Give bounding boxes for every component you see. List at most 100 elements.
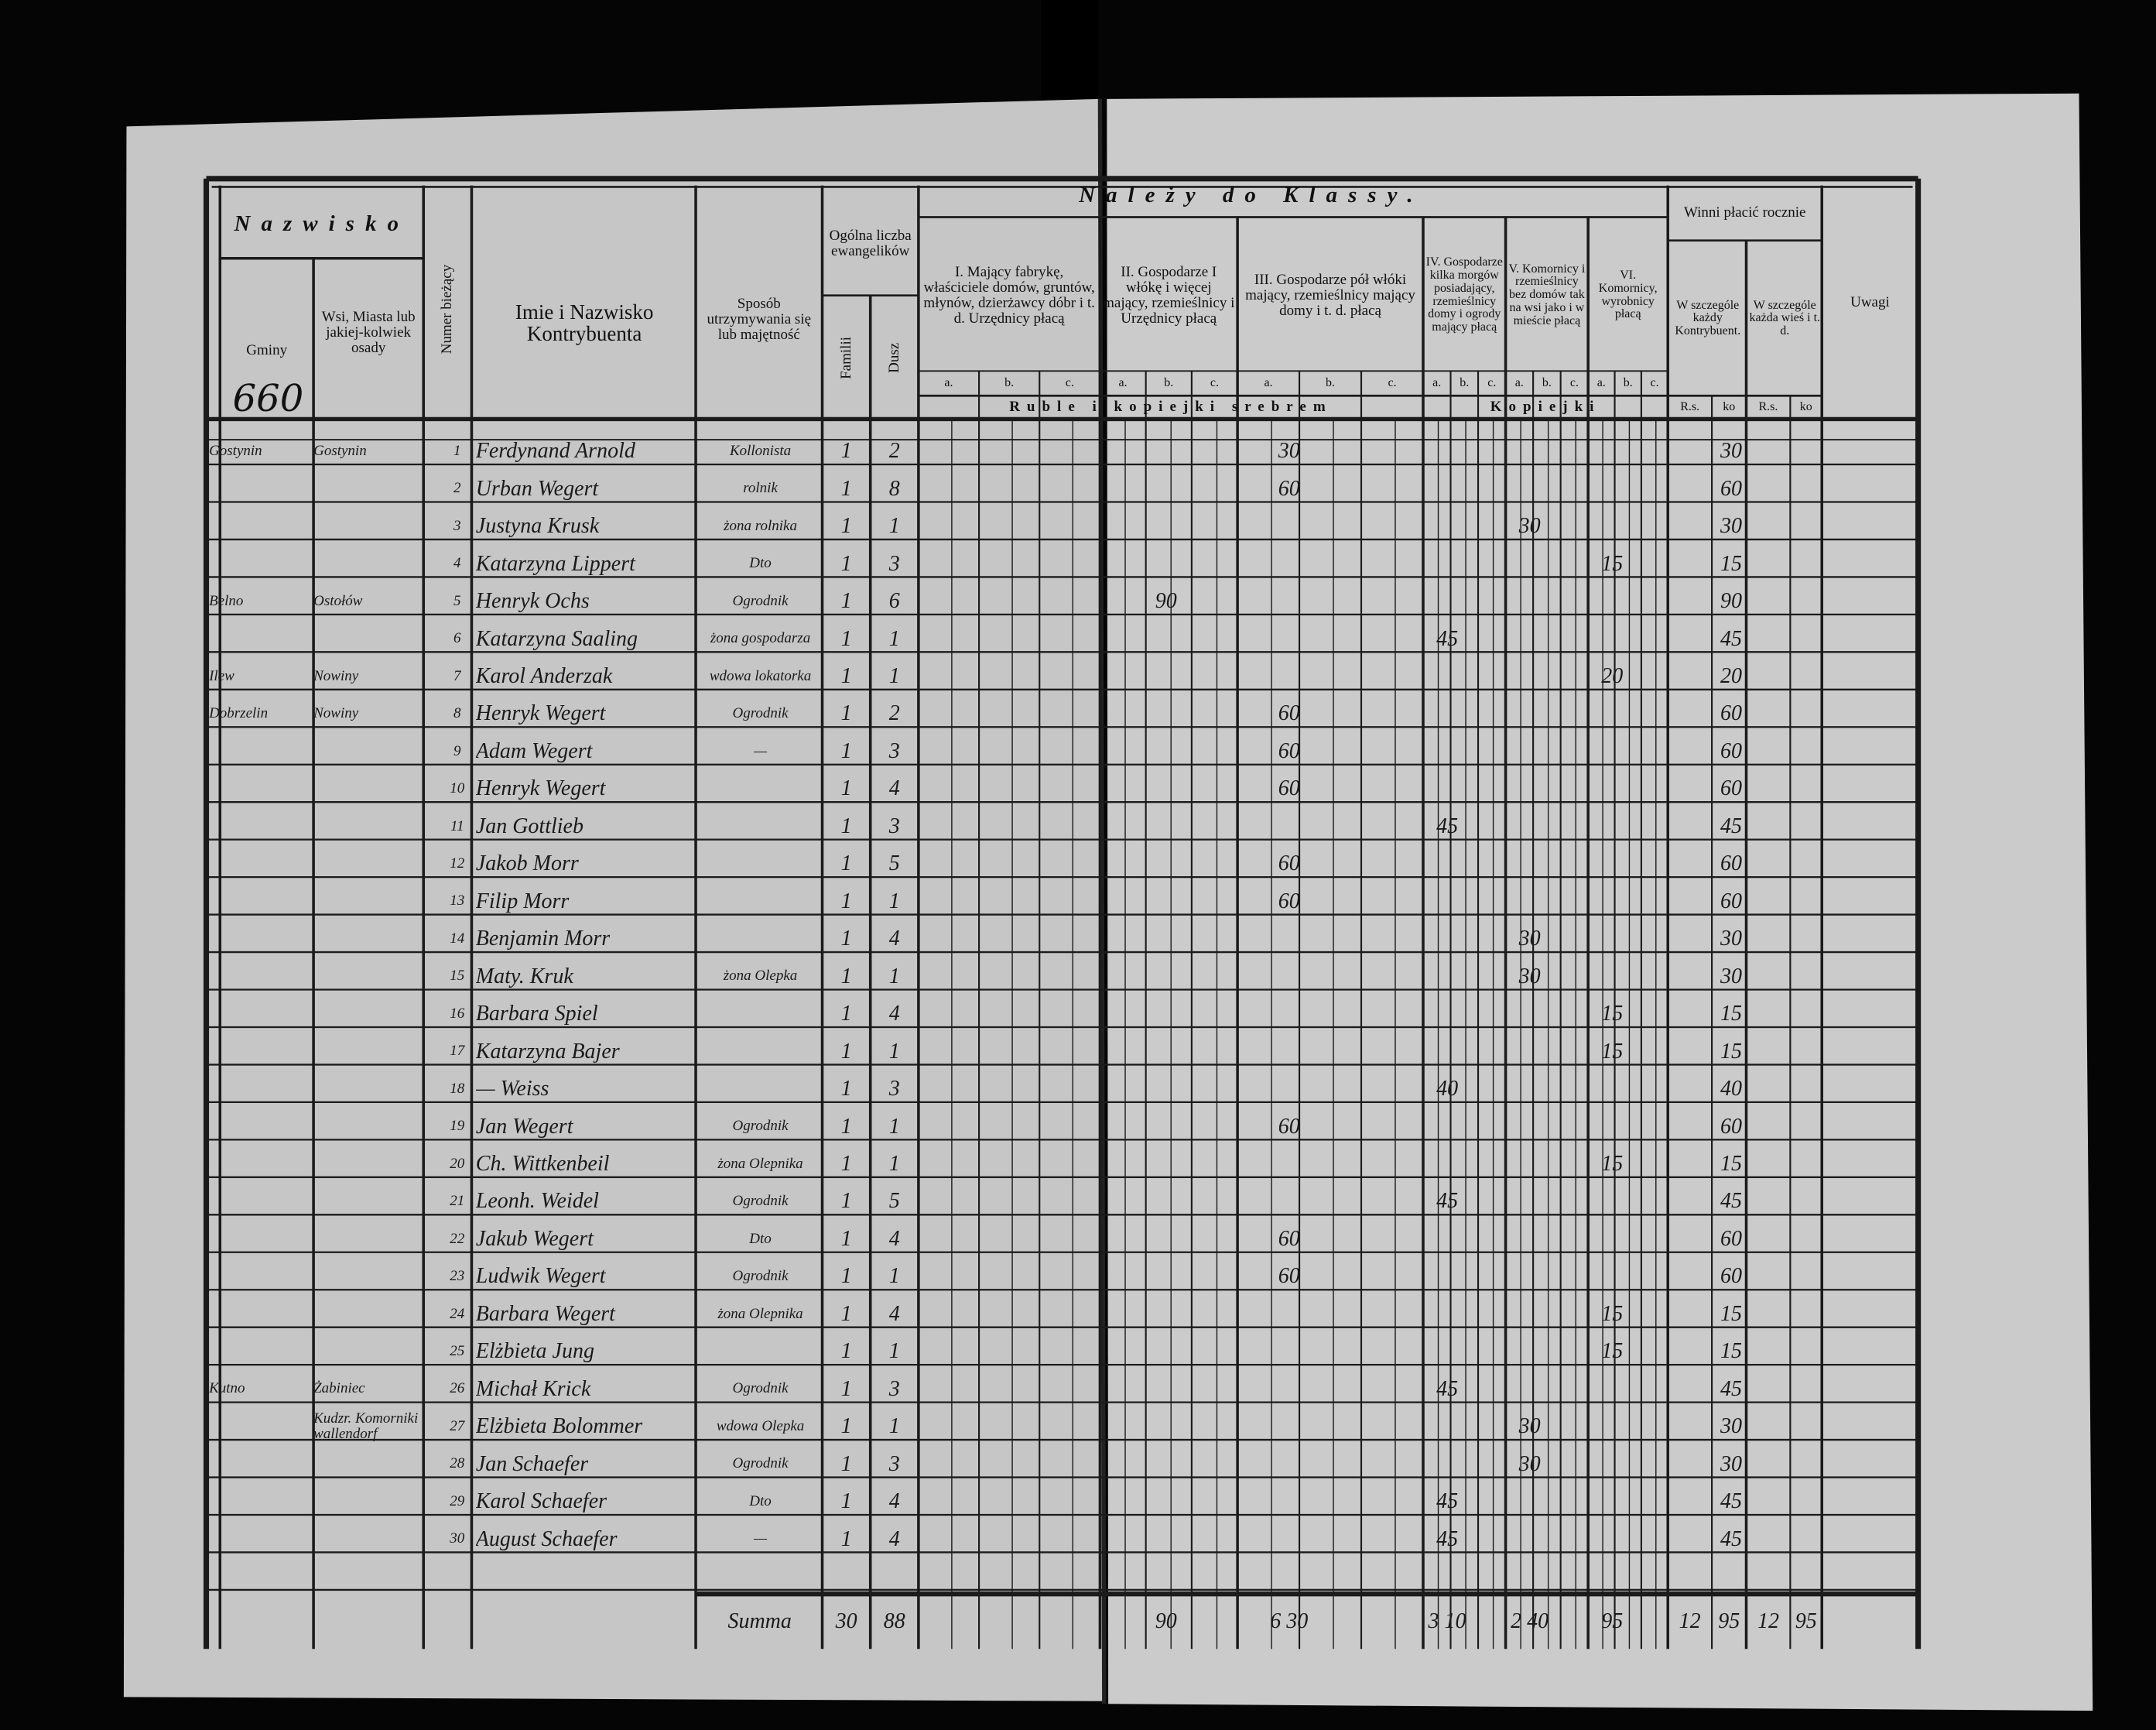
row-amount: 30 — [1518, 1451, 1541, 1476]
row-total: 60 — [1720, 1264, 1742, 1289]
row-means: żona gospodarza — [710, 630, 811, 647]
row-amount: 60 — [1278, 776, 1300, 801]
row-souls: 3 — [888, 1077, 900, 1101]
header-class-group: Należy do Klassy. — [1079, 182, 1424, 207]
row-amount: 15 — [1601, 1151, 1624, 1176]
row-amount: 15 — [1601, 1301, 1624, 1326]
header-subcolumn: b. — [1623, 375, 1633, 389]
row-total: 60 — [1720, 1114, 1742, 1139]
header-subcolumn: b. — [1004, 375, 1015, 389]
row-commune: Ilew — [209, 667, 234, 684]
row-number: 25 — [450, 1343, 465, 1360]
row-families: 1 — [840, 776, 852, 801]
row-souls: 4 — [888, 1226, 900, 1251]
row-amount: 15 — [1601, 551, 1624, 576]
row-means: — — [754, 742, 767, 759]
row-number: 21 — [450, 1193, 465, 1210]
row-souls: 1 — [888, 1114, 900, 1139]
row-name: Ludwik Wegert — [475, 1264, 606, 1289]
row-means: żona Olepnika — [717, 1155, 803, 1172]
row-means: Ogrodnik — [732, 705, 789, 722]
row-amount: 30 — [1518, 964, 1541, 988]
row-souls: 1 — [888, 1339, 900, 1364]
row-means: — — [754, 1530, 767, 1547]
row-souls: 1 — [888, 1151, 900, 1176]
row-commune: Dobrzelin — [209, 705, 269, 722]
row-commune: Belno — [209, 592, 244, 609]
row-number: 1 — [453, 442, 461, 459]
row-total: 30 — [1720, 1414, 1742, 1439]
row-total: 45 — [1720, 1526, 1742, 1551]
row-name: Jakob Morr — [475, 851, 579, 876]
header-subcolumn: b. — [1164, 375, 1174, 389]
header-families: Familii — [837, 336, 854, 379]
row-name: Maty. Kruk — [475, 964, 573, 988]
row-amount: 45 — [1436, 626, 1459, 651]
row-total: 60 — [1720, 738, 1742, 763]
row-name: Adam Wegert — [475, 738, 593, 763]
header-subcolumn: a. — [1118, 375, 1128, 389]
row-souls: 1 — [888, 663, 900, 688]
row-total: 60 — [1720, 476, 1742, 501]
row-families: 1 — [840, 1301, 852, 1326]
header-subcolumn: a. — [1514, 375, 1524, 389]
row-souls: 4 — [888, 1301, 900, 1326]
row-number: 16 — [450, 1005, 465, 1022]
row-village: Nowiny — [313, 667, 359, 684]
row-amount: 60 — [1278, 889, 1300, 913]
row-amount: 45 — [1436, 1526, 1459, 1551]
row-means: żona Olepka — [723, 968, 798, 985]
row-number: 5 — [453, 592, 461, 609]
header-subcolumn: b. — [1542, 375, 1552, 389]
header-ko: ko — [1799, 399, 1812, 413]
row-amount: 30 — [1518, 514, 1541, 539]
row-name: Henryk Wegert — [475, 776, 606, 801]
summary-village-ko: 95 — [1795, 1609, 1817, 1634]
row-amount: 60 — [1278, 1264, 1300, 1289]
row-means: Ogrodnik — [732, 1193, 789, 1210]
row-families: 1 — [840, 1039, 852, 1064]
row-means: Dto — [749, 1492, 772, 1509]
row-number: 19 — [450, 1118, 465, 1135]
row-amount: 45 — [1436, 814, 1459, 838]
row-souls: 3 — [888, 551, 900, 576]
row-souls: 4 — [888, 1002, 900, 1026]
row-name: Katarzyna Bajer — [475, 1039, 620, 1064]
row-amount: 30 — [1278, 439, 1300, 464]
header-subcolumn: c. — [1569, 375, 1579, 389]
row-amount: 60 — [1278, 476, 1300, 501]
row-means: żona Olepnika — [717, 1305, 803, 1322]
row-name: Katarzyna Saaling — [475, 626, 638, 651]
row-number: 2 — [453, 480, 461, 497]
header-subcolumn: c. — [1065, 375, 1074, 389]
row-number: 6 — [453, 630, 461, 647]
row-amount: 30 — [1518, 927, 1541, 951]
header-due-person: W szczególe każdy Kontrybuent. — [1675, 298, 1741, 338]
row-number: 27 — [450, 1417, 465, 1434]
row-name: Henryk Wegert — [475, 701, 606, 726]
binding-strip — [1041, 0, 1099, 99]
row-total: 30 — [1720, 439, 1742, 464]
row-families: 1 — [840, 476, 852, 501]
header-class-iii: III. Gospodarze pół włóki mający, rzemie… — [1245, 271, 1415, 319]
row-name: Barbara Spiel — [475, 1002, 598, 1026]
row-souls: 4 — [888, 1489, 900, 1514]
row-means: Ogrodnik — [732, 592, 789, 609]
summary-families: 30 — [835, 1609, 857, 1634]
row-means: Ogrodnik — [732, 1455, 789, 1472]
header-rs: R.s. — [1680, 399, 1700, 413]
row-souls: 1 — [888, 1264, 900, 1289]
header-class-ii: II. Gospodarze I włókę i więcej mający, … — [1103, 263, 1235, 327]
header-rs: R.s. — [1758, 399, 1778, 413]
row-number: 4 — [453, 555, 461, 572]
row-commune: Gostynin — [209, 442, 262, 459]
header-souls: Dusz — [885, 342, 902, 373]
row-number: 3 — [453, 517, 461, 534]
row-souls: 1 — [888, 1414, 900, 1439]
row-families: 1 — [840, 1526, 852, 1551]
row-families: 1 — [840, 1151, 852, 1176]
header-class-i: I. Mający fabrykę, właściciele domów, gr… — [923, 263, 1095, 327]
summary-village-rs: 12 — [1757, 1609, 1779, 1634]
row-families: 1 — [840, 1114, 852, 1139]
